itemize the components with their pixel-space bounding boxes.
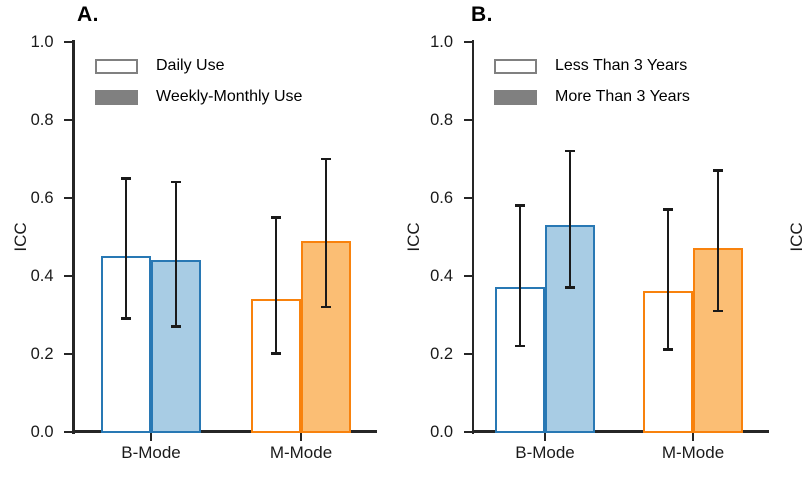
- error-bar-line: [716, 170, 720, 311]
- y-tick-label: 0.0: [430, 422, 453, 441]
- legend-swatch-open: [95, 58, 138, 74]
- y-axis-label: ICC: [404, 222, 423, 252]
- error-bar-cap-top: [321, 157, 331, 161]
- y-axis-line: [72, 40, 75, 434]
- error-bar-cap-top: [121, 177, 131, 180]
- x-tick-mark: [150, 432, 152, 441]
- x-tick-label: B-Mode: [515, 442, 575, 462]
- y-tick-mark: [64, 430, 73, 433]
- error-bar-cap-bottom: [321, 305, 331, 309]
- y-tick-label: 0.8: [430, 110, 453, 129]
- y-tick-label: 0.4: [30, 266, 54, 285]
- y-tick-mark: [463, 352, 472, 355]
- error-bar-cap-bottom: [121, 317, 131, 320]
- legend-label: Less Than 3 Years: [555, 57, 688, 74]
- y-tick-label: 0.2: [430, 344, 453, 363]
- x-axis-line: [471, 430, 769, 433]
- error-bar-line: [274, 217, 278, 354]
- error-bar-line: [324, 158, 328, 307]
- y-tick-mark: [64, 274, 73, 277]
- y-tick-mark: [64, 41, 73, 43]
- y-tick-label: 1.0: [30, 33, 54, 51]
- x-tick-mark: [544, 432, 546, 441]
- y-tick-label: 0.4: [430, 266, 453, 285]
- legend-label: Daily Use: [156, 57, 225, 74]
- y-tick-label: 1.0: [430, 33, 453, 51]
- error-bar-cap-bottom: [713, 309, 723, 312]
- error-bar-cap-bottom: [663, 348, 673, 351]
- x-tick-mark: [692, 432, 694, 441]
- bar: [693, 248, 743, 433]
- panel-title: B.: [471, 3, 493, 26]
- legend-item: Daily Use: [95, 56, 224, 76]
- error-bar-cap-top: [663, 208, 673, 211]
- y-tick-label: 0.0: [30, 422, 54, 441]
- x-tick-label: M-Mode: [661, 442, 725, 462]
- y-tick-label: 0.6: [430, 188, 453, 207]
- y-tick-mark: [463, 118, 472, 121]
- legend-item: Weekly-Monthly Use: [95, 87, 302, 107]
- y-tick-mark: [64, 118, 73, 121]
- panel-title: A.: [77, 3, 99, 26]
- x-tick-label: B-Mode: [121, 442, 181, 462]
- error-bar-cap-top: [271, 216, 281, 219]
- x-tick-mark: [300, 432, 302, 441]
- error-bar-line: [666, 209, 670, 350]
- y-tick-label: 0.2: [30, 344, 54, 363]
- legend-label: More Than 3 Years: [555, 88, 690, 105]
- x-axis-line: [72, 430, 377, 433]
- y-axis-label: ICC: [11, 222, 30, 252]
- error-bar-line: [174, 182, 178, 327]
- y-tick-mark: [463, 41, 472, 43]
- legend-swatch-filled: [95, 89, 138, 105]
- error-bar-line: [124, 178, 128, 319]
- y-tick-mark: [64, 196, 73, 199]
- partial-next-panel-ylabel: ICC: [787, 222, 805, 252]
- error-bar-cap-top: [713, 169, 723, 172]
- legend-swatch-open: [494, 58, 537, 74]
- y-tick-mark: [64, 352, 73, 355]
- legend-item: More Than 3 Years: [494, 87, 690, 107]
- error-bar-cap-top: [515, 204, 525, 207]
- error-bar-cap-top: [565, 149, 575, 153]
- error-bar-cap-top: [171, 180, 181, 184]
- error-bar-cap-bottom: [171, 325, 181, 328]
- y-tick-label: 0.6: [30, 188, 54, 207]
- legend-label: Weekly-Monthly Use: [156, 88, 303, 105]
- error-bar-cap-bottom: [565, 286, 575, 289]
- error-bar-line: [518, 205, 522, 346]
- error-bar-line: [568, 151, 572, 288]
- x-tick-label: M-Mode: [269, 442, 333, 462]
- y-axis-line: [471, 40, 475, 434]
- bar: [545, 225, 595, 433]
- y-tick-label: 0.8: [30, 110, 54, 129]
- bar: [251, 299, 301, 433]
- y-tick-mark: [463, 196, 472, 199]
- legend-item: Less Than 3 Years: [494, 56, 687, 76]
- y-tick-mark: [463, 274, 472, 277]
- error-bar-cap-bottom: [515, 344, 525, 348]
- error-bar-cap-bottom: [271, 352, 281, 355]
- legend-swatch-filled: [494, 89, 537, 105]
- y-tick-mark: [463, 430, 472, 433]
